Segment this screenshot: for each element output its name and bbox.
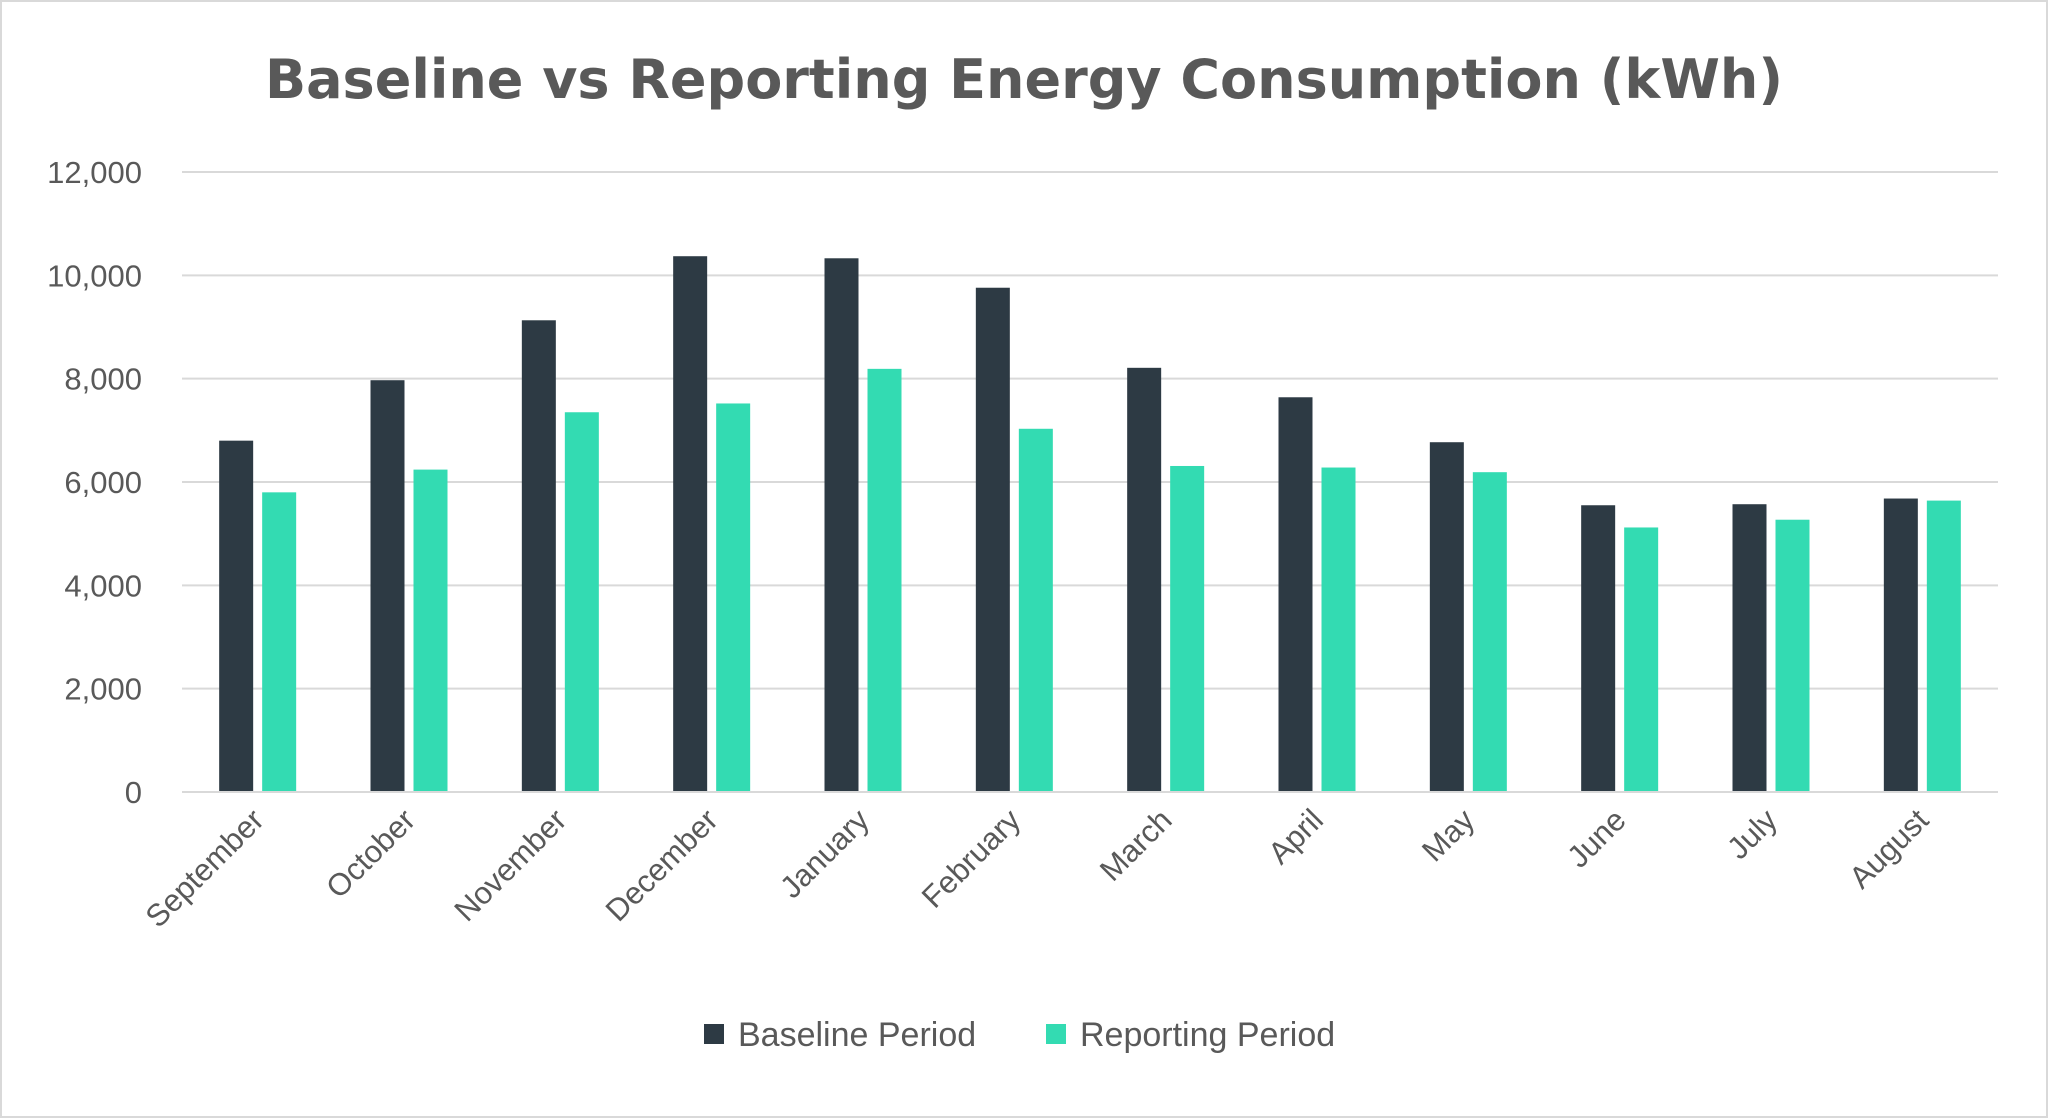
x-tick-label: January [773, 802, 876, 905]
bar-baseline-february [975, 287, 1010, 792]
bar-baseline-november [521, 320, 556, 792]
chart-title: Baseline vs Reporting Energy Consumption… [265, 48, 1783, 111]
bar-reporting-july [1775, 519, 1810, 792]
legend-label-baseline: Baseline Period [738, 1016, 976, 1054]
bar-baseline-april [1278, 397, 1313, 792]
bar-reporting-january [867, 368, 902, 792]
bars [219, 256, 1961, 792]
y-tick-label: 2,000 [64, 672, 142, 707]
bar-baseline-october [370, 380, 405, 792]
legend-swatch-reporting [1046, 1024, 1066, 1044]
bar-reporting-april [1321, 467, 1356, 792]
x-tick-label: October [319, 802, 422, 905]
bar-baseline-june [1581, 505, 1616, 792]
x-tick-label: June [1560, 802, 1632, 874]
gridlines [182, 171, 1998, 690]
x-tick-label: August [1842, 802, 1935, 895]
bar-baseline-august [1883, 498, 1918, 792]
y-tick-label: 10,000 [47, 258, 142, 293]
x-tick-label: March [1093, 802, 1179, 888]
bar-baseline-july [1732, 504, 1767, 792]
x-tick-label: May [1415, 802, 1482, 869]
legend-swatch-baseline [704, 1024, 724, 1044]
x-tick-label: July [1720, 802, 1784, 866]
x-axis-labels: September October November December January F… [139, 802, 1936, 934]
bar-baseline-march [1127, 367, 1162, 792]
x-tick-label: April [1261, 802, 1330, 871]
x-tick-label: September [139, 802, 271, 934]
bar-reporting-october [413, 469, 448, 792]
x-tick-label: February [915, 802, 1028, 915]
y-tick-label: 6,000 [64, 465, 142, 500]
bar-reporting-august [1926, 500, 1961, 792]
legend-label-reporting: Reporting Period [1080, 1016, 1335, 1054]
y-tick-label: 0 [125, 775, 142, 810]
legend: Baseline Period Reporting Period [704, 1016, 1335, 1054]
bar-reporting-september [262, 492, 297, 792]
y-axis-ticks: 0 2,000 4,000 6,000 8,000 10,000 12,000 [47, 155, 142, 810]
bar-baseline-january [824, 258, 859, 792]
bar-baseline-december [673, 256, 708, 792]
bar-reporting-november [564, 412, 599, 792]
bar-baseline-may [1429, 442, 1464, 792]
bar-reporting-may [1472, 472, 1507, 792]
y-tick-label: 4,000 [64, 568, 142, 603]
x-tick-label: November [447, 802, 573, 928]
bar-reporting-february [1018, 428, 1053, 792]
bar-reporting-december [716, 403, 751, 792]
bar-reporting-june [1624, 527, 1659, 792]
y-tick-label: 12,000 [47, 155, 142, 190]
x-tick-label: December [599, 802, 725, 928]
y-tick-label: 8,000 [64, 362, 142, 397]
bar-reporting-march [1170, 465, 1205, 792]
bar-baseline-september [219, 440, 254, 792]
